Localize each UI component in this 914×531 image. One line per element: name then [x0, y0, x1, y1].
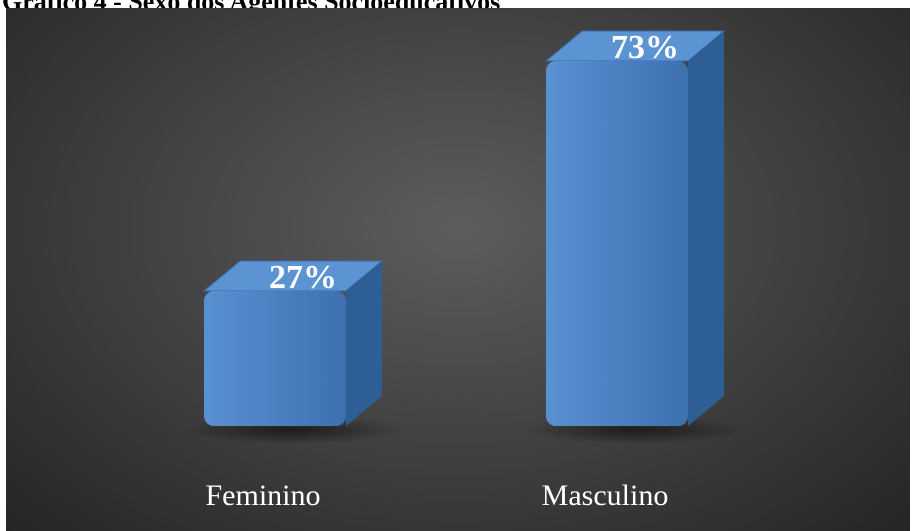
bar-chart: 27% Feminino 73% Masculino [182, 29, 746, 512]
bar [204, 291, 346, 426]
bar-side-face [688, 31, 724, 426]
chart-panel: 27% Feminino 73% Masculino [6, 8, 910, 531]
bar [546, 61, 688, 426]
category-label: Masculino [542, 479, 669, 512]
data-label: 27% [269, 259, 337, 296]
data-label: 73% [611, 29, 679, 66]
category-label: Feminino [205, 479, 320, 512]
bar-side-face [346, 261, 382, 426]
